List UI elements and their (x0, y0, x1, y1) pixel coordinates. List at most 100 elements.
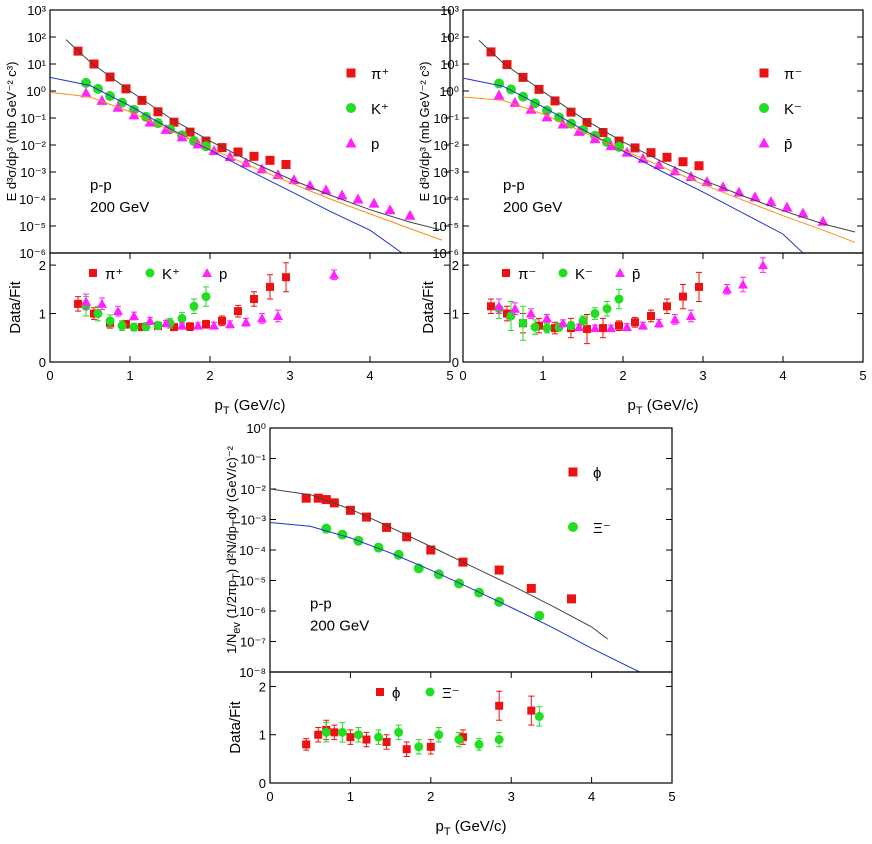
y-tick-label: 10⁻⁶ (432, 246, 459, 261)
marker (336, 189, 348, 200)
marker (503, 309, 511, 318)
marker (337, 529, 348, 540)
marker (257, 313, 267, 323)
marker (558, 268, 568, 278)
marker (694, 161, 704, 171)
marker (573, 125, 585, 136)
marker (506, 84, 516, 95)
legend-label: ϕ (392, 685, 400, 702)
y-tick-label: 1 (39, 307, 46, 322)
marker (733, 186, 745, 197)
marker (362, 735, 371, 744)
marker (186, 322, 194, 331)
marker (345, 137, 357, 148)
marker (129, 310, 139, 320)
marker (153, 321, 163, 331)
marker (663, 302, 671, 311)
y-tick-label: 10² (440, 30, 459, 45)
marker (93, 309, 103, 319)
marker (662, 152, 672, 162)
x-tick-label: 2 (206, 368, 213, 383)
marker (394, 727, 404, 737)
legend-label: K⁻ (784, 101, 802, 118)
x-axis-label: pT (GeV/c) (436, 818, 507, 838)
label-part: dy (GeV/c)⁻² (224, 445, 239, 519)
marker (129, 322, 139, 332)
marker (304, 179, 316, 190)
marker (550, 96, 560, 106)
fit-line (50, 91, 443, 241)
marker (201, 292, 211, 302)
marker (105, 316, 115, 326)
y-tick-label: 10⁰ (439, 84, 459, 99)
marker (202, 268, 212, 277)
marker (176, 131, 188, 142)
marker (590, 309, 600, 319)
y-tick-label: 10⁻⁴ (239, 543, 266, 558)
marker (345, 505, 355, 515)
marker (502, 60, 512, 70)
annotation: 200 GeV (310, 618, 369, 635)
marker (202, 320, 210, 329)
legend-label: K⁺ (371, 101, 389, 118)
marker (495, 701, 504, 710)
marker (93, 83, 103, 94)
marker (352, 193, 364, 204)
x-tick-label: 2 (427, 789, 434, 804)
marker (265, 155, 275, 165)
marker (493, 89, 505, 100)
marker (434, 730, 444, 740)
y-tick-label: 10⁻⁶ (239, 604, 266, 619)
label-part: T (636, 405, 643, 417)
marker (302, 740, 311, 749)
y-tick-label: 10⁻¹ (20, 111, 46, 126)
marker (249, 151, 259, 161)
label-part: (GeV/c) (451, 818, 507, 835)
y-tick-label: 0 (39, 355, 46, 370)
plot-area (302, 690, 544, 757)
marker (679, 292, 687, 301)
marker (678, 157, 688, 167)
x-tick-label: 3 (508, 789, 515, 804)
y-tick-label: 10⁻⁷ (240, 635, 266, 650)
marker (81, 77, 91, 88)
marker (530, 98, 540, 109)
marker (177, 320, 187, 330)
marker (454, 735, 464, 745)
annotation: 200 GeV (503, 199, 562, 216)
label-part: T (444, 826, 451, 838)
marker (474, 739, 484, 749)
marker (614, 294, 624, 304)
marker (695, 282, 703, 291)
marker (759, 103, 769, 113)
label-part: (1/2πp (224, 580, 239, 622)
marker (530, 322, 540, 332)
marker (185, 127, 195, 137)
marker (193, 320, 203, 330)
marker (615, 321, 623, 330)
x-tick-label: 0 (459, 368, 466, 383)
marker (494, 565, 504, 575)
marker (558, 318, 568, 328)
marker (487, 302, 495, 311)
marker (534, 610, 545, 621)
legend-label: π⁺ (371, 66, 389, 83)
x-axis-label: pT (GeV/c) (628, 397, 699, 417)
y-tick-label: 10⁻² (240, 482, 266, 497)
plot-area (74, 262, 339, 332)
marker (759, 68, 769, 78)
marker (654, 318, 664, 328)
label-part: p (628, 397, 636, 414)
x-tick-label: 1 (347, 789, 354, 804)
marker (598, 128, 608, 138)
x-tick-label: 4 (588, 789, 595, 804)
plot-frame (49, 9, 451, 254)
marker (361, 512, 371, 522)
annotation: p-p (90, 177, 112, 194)
x-axis-label: pT (GeV/c) (215, 397, 286, 417)
fit-line (65, 39, 443, 231)
y-tick-label: 10⁻⁶ (19, 246, 46, 261)
marker (97, 298, 107, 308)
legend-label: Ξ⁻ (593, 520, 611, 537)
y-axis-label: Data/Fit (227, 700, 244, 753)
